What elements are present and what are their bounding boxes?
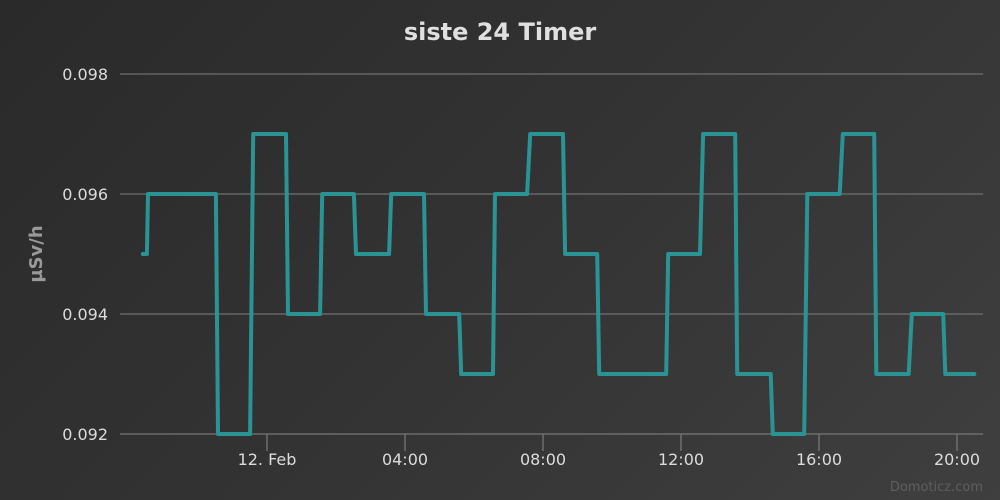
series-line bbox=[140, 132, 977, 436]
y-tick-label: 0.098 bbox=[62, 65, 108, 84]
x-tick-label: 12. Feb bbox=[238, 450, 297, 469]
x-tick-label: 12:00 bbox=[658, 450, 704, 469]
credit-link[interactable]: Domoticz.com bbox=[890, 480, 983, 495]
chart-title: siste 24 Timer bbox=[404, 18, 597, 46]
y-axis-label: µSv/h bbox=[26, 225, 47, 282]
y-tick-label: 0.096 bbox=[62, 185, 108, 204]
x-tick-label: 20:00 bbox=[934, 450, 980, 469]
y-tick-label: 0.092 bbox=[62, 425, 108, 444]
x-tick-label: 16:00 bbox=[796, 450, 842, 469]
x-tick-label: 08:00 bbox=[520, 450, 566, 469]
y-tick-label: 0.094 bbox=[62, 305, 108, 324]
x-tick-label: 04:00 bbox=[382, 450, 428, 469]
